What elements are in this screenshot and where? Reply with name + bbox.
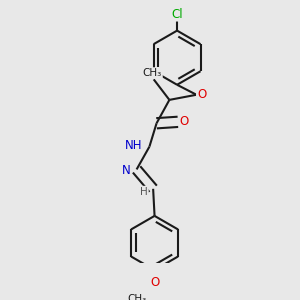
Text: O: O <box>197 88 206 101</box>
Text: H: H <box>140 187 148 197</box>
Text: NH: NH <box>125 139 142 152</box>
Text: O: O <box>150 275 159 289</box>
Text: Cl: Cl <box>171 8 183 21</box>
Text: O: O <box>180 115 189 128</box>
Text: CH₃: CH₃ <box>143 68 162 78</box>
Text: CH₃: CH₃ <box>127 293 146 300</box>
Text: N: N <box>122 164 130 176</box>
